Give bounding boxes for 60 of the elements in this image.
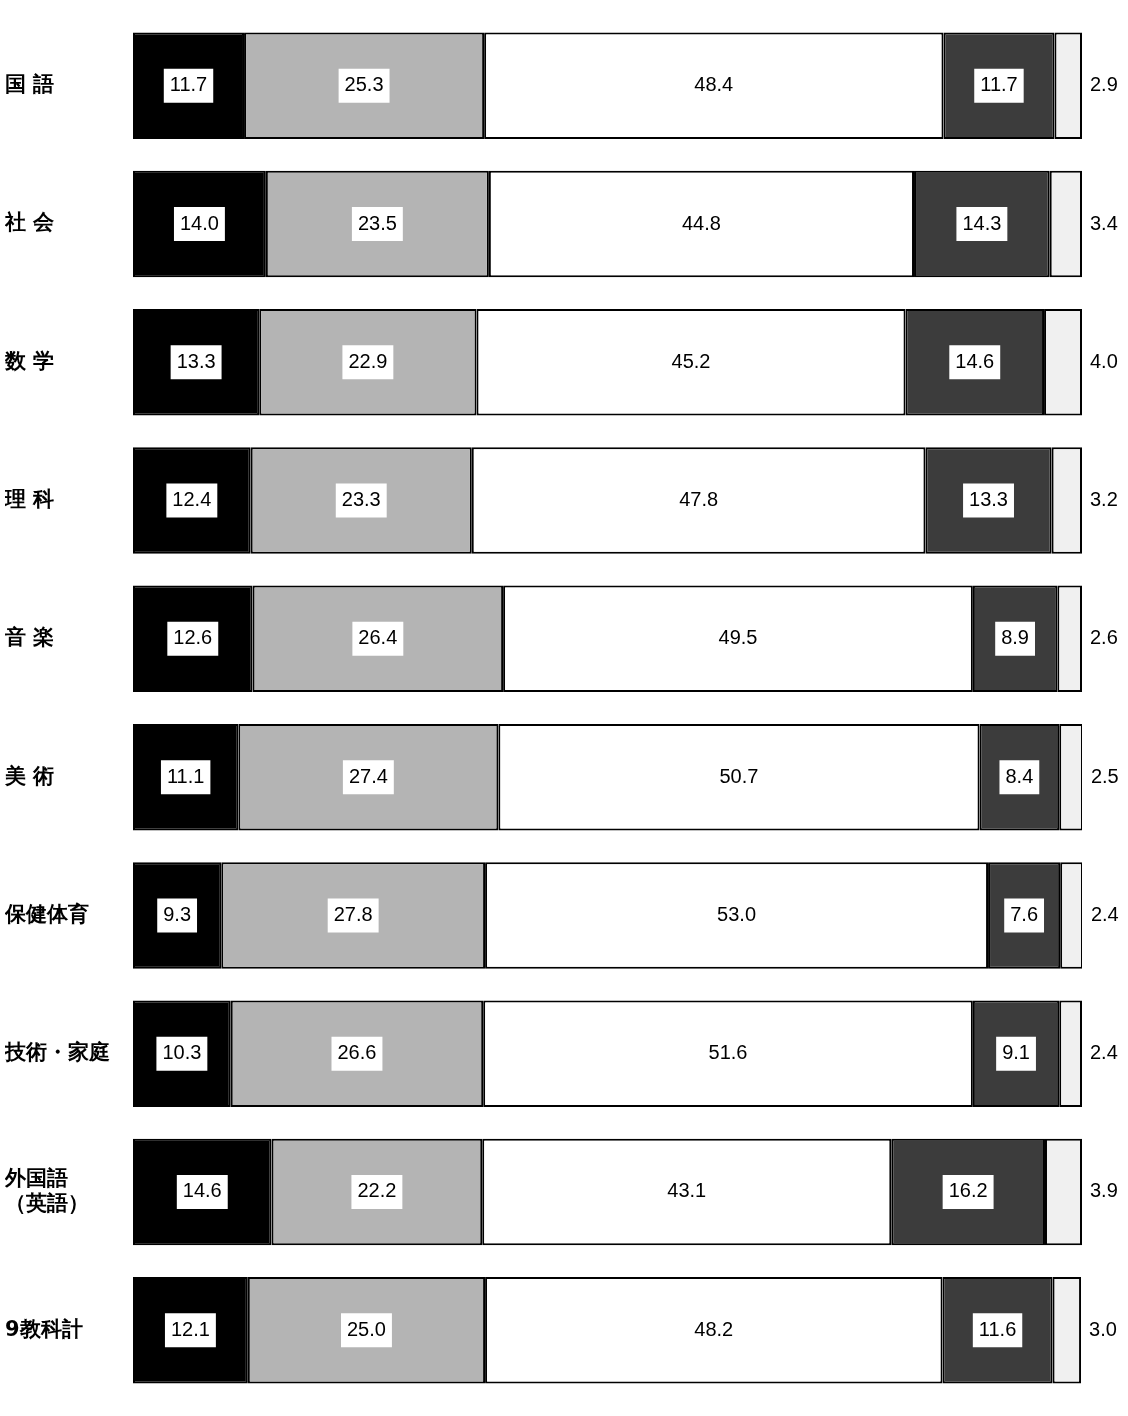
y-tick-label: 音 楽: [4, 625, 55, 650]
data-label: 2.9: [1090, 73, 1118, 96]
data-label: 48.2: [694, 1317, 734, 1340]
data-label: 14.3: [962, 211, 1002, 234]
data-label: 2.6: [1090, 626, 1118, 649]
data-label: 23.3: [341, 488, 381, 511]
data-label: 50.7: [719, 764, 759, 787]
y-tick-label: 国 語: [5, 72, 55, 97]
data-label: 2.4: [1090, 902, 1119, 925]
data-label: 44.8: [681, 211, 721, 234]
data-label: 4.0: [1090, 349, 1118, 372]
data-label: 43.1: [667, 1179, 707, 1202]
y-tick-label: 外国語（英語）: [4, 1165, 89, 1216]
y-tick-label: 理 科: [4, 487, 55, 512]
data-label: 8.9: [1001, 626, 1029, 649]
data-label: 3.9: [1090, 1179, 1118, 1202]
data-label: 3.2: [1090, 488, 1118, 511]
y-tick-label: 9教科計: [5, 1316, 83, 1341]
data-label: 11.7: [980, 73, 1018, 96]
data-label: 23.5: [357, 211, 397, 234]
data-label: 12.6: [173, 626, 213, 649]
y-tick-label: 保健体育: [4, 901, 89, 926]
data-label: 14.6: [182, 1179, 222, 1202]
data-label: 16.2: [948, 1179, 988, 1202]
data-label: 2.5: [1090, 764, 1119, 787]
data-label: 49.5: [718, 626, 758, 649]
data-label: 25.0: [346, 1317, 386, 1340]
data-label: 22.9: [348, 349, 388, 372]
data-label: 27.4: [348, 764, 388, 787]
y-tick-label: 美 術: [4, 763, 55, 788]
data-label: 9.3: [163, 902, 192, 925]
data-label: 11.7: [169, 73, 208, 96]
data-label: 7.6: [1010, 902, 1039, 925]
data-label: 8.4: [1005, 764, 1034, 787]
data-label: 12.1: [170, 1317, 210, 1340]
y-tick-label: 技術・家庭: [4, 1040, 110, 1065]
data-label: 9.1: [1002, 1041, 1030, 1064]
data-label: 53.0: [717, 902, 757, 925]
y-tick-label: 数 学: [4, 348, 55, 373]
data-label: 27.8: [333, 902, 373, 925]
data-label: 45.2: [671, 349, 711, 372]
data-label: 25.3: [344, 73, 384, 96]
data-label: 22.2: [357, 1179, 397, 1202]
data-label: 10.3: [162, 1041, 202, 1064]
data-label: 48.4: [694, 73, 734, 96]
data-label: 14.0: [179, 211, 219, 234]
data-label: 14.6: [955, 349, 995, 372]
data-label: 2.4: [1090, 1041, 1118, 1064]
data-label: 11.6: [978, 1317, 1017, 1340]
data-label: 3.4: [1090, 211, 1118, 234]
data-label: 26.6: [337, 1041, 377, 1064]
data-label: 11.1: [166, 764, 205, 787]
data-label: 12.4: [172, 488, 212, 511]
data-label: 26.4: [358, 626, 398, 649]
data-label: 51.6: [708, 1041, 748, 1064]
data-label: 13.3: [176, 349, 216, 372]
y-tick-label: 社 会: [4, 210, 56, 235]
data-label: 3.0: [1089, 1317, 1117, 1340]
data-label: 47.8: [679, 488, 719, 511]
data-label: 13.3: [969, 488, 1008, 511]
